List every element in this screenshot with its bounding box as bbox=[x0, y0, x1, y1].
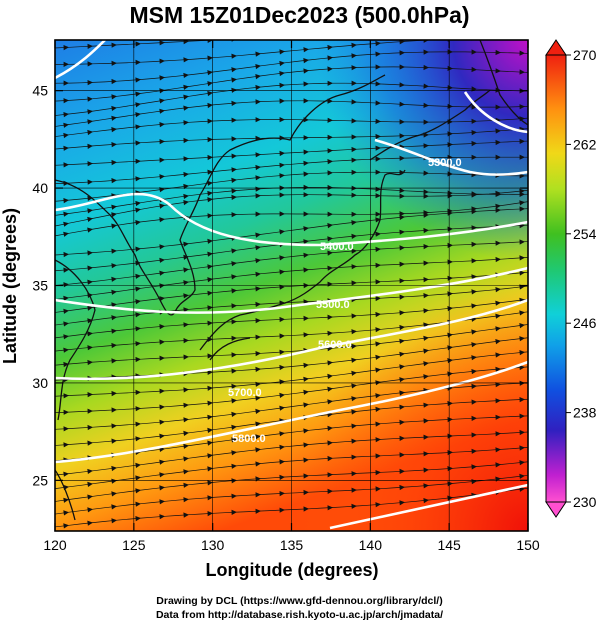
contour-label-5700: 5700.0 bbox=[228, 387, 262, 399]
x-axis-label: Longitude (degrees) bbox=[205, 560, 378, 580]
y-tick-label: 45 bbox=[32, 83, 48, 99]
x-tick-label: 140 bbox=[359, 537, 383, 553]
colorbar-tick-label: 262 bbox=[573, 136, 597, 152]
colorbar-tick-label: 230 bbox=[573, 494, 597, 510]
y-tick-label: 40 bbox=[32, 180, 48, 196]
colorbar: 230 238 246 254 262 270 bbox=[545, 39, 597, 518]
geopotential-contours bbox=[55, 40, 528, 530]
colorbar-tick-label: 246 bbox=[573, 315, 597, 331]
contour-5500 bbox=[55, 266, 528, 314]
contour-labels: 5300.0 5400.0 5500.0 5600.0 5700.0 5800.… bbox=[228, 157, 462, 445]
y-axis-label: Latitude (degrees) bbox=[0, 208, 20, 364]
contour-5600 bbox=[55, 298, 528, 381]
x-tick-label: 130 bbox=[201, 537, 225, 553]
x-tick-label: 120 bbox=[43, 537, 67, 553]
x-axis: 120 125 130 135 140 145 150 bbox=[43, 40, 540, 553]
contour-5300-nw bbox=[55, 40, 106, 80]
contour-5400 bbox=[55, 192, 528, 247]
y-tick-label: 35 bbox=[32, 278, 48, 294]
x-tick-label: 135 bbox=[280, 537, 304, 553]
colorbar-tick-label: 254 bbox=[573, 226, 597, 242]
graticule bbox=[55, 40, 528, 531]
colorbar-tick-label: 270 bbox=[573, 47, 597, 63]
x-tick-label: 125 bbox=[122, 537, 146, 553]
credit-drawing: Drawing by DCL (https://www.gfd-dennou.o… bbox=[156, 595, 443, 607]
x-tick-label: 145 bbox=[437, 537, 461, 553]
temperature-field: 5300.0 5400.0 5500.0 5600.0 5700.0 5800.… bbox=[55, 40, 528, 531]
contour-label-5400: 5400.0 bbox=[320, 241, 354, 253]
contour-5800 bbox=[329, 483, 528, 530]
contour-label-5300: 5300.0 bbox=[428, 157, 462, 169]
y-tick-label: 25 bbox=[32, 472, 48, 488]
contour-5700 bbox=[55, 360, 528, 464]
y-axis: 25 30 35 40 45 bbox=[32, 83, 528, 488]
credit-data: Data from http://database.rish.kyoto-u.a… bbox=[155, 609, 444, 621]
colorbar-tick-label: 238 bbox=[573, 405, 597, 421]
contour-label-5500: 5500.0 bbox=[316, 299, 350, 311]
contour-label-5800: 5800.0 bbox=[232, 433, 266, 445]
y-tick-label: 30 bbox=[32, 375, 48, 391]
contour-5300 bbox=[374, 138, 528, 176]
contour-5300-ne bbox=[463, 91, 528, 134]
contour-label-5600: 5600.0 bbox=[318, 339, 352, 351]
chart-title: MSM 15Z01Dec2023 (500.0hPa) bbox=[129, 2, 470, 28]
x-tick-label: 150 bbox=[516, 537, 540, 553]
